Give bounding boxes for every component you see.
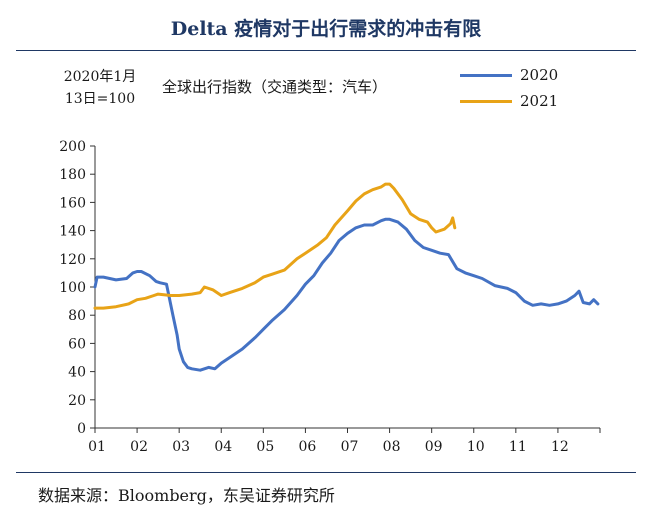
x-tick-label: 08 (383, 439, 401, 455)
y-tick-label: 40 (68, 365, 86, 381)
x-tick-label: 12 (551, 439, 569, 455)
legend-label-2020: 2020 (520, 66, 559, 84)
y-tick-label: 200 (59, 139, 86, 155)
y-tick-label: 160 (59, 195, 86, 211)
base-note-line-1: 2020年1月 (63, 69, 137, 85)
x-tick-label: 10 (467, 439, 485, 455)
chart-title: Delta 疫情对于出行需求的冲击有限 (170, 18, 482, 40)
y-tick-label: 180 (59, 167, 86, 183)
bottom-rule (16, 472, 636, 473)
x-tick-label: 04 (214, 439, 232, 455)
legend: 2020 2021 (460, 62, 558, 114)
top-rule (16, 50, 636, 51)
legend-swatch-2020 (460, 73, 512, 77)
series-line-2021 (93, 182, 457, 310)
y-tick-label: 120 (59, 252, 86, 268)
x-tick-label: 02 (130, 439, 148, 455)
x-tick-label: 11 (509, 439, 527, 455)
legend-item-2020: 2020 (460, 62, 558, 88)
legend-swatch-2021 (460, 99, 512, 103)
legend-item-2021: 2021 (460, 88, 558, 114)
x-tick-label: 01 (88, 439, 106, 455)
x-tick-label: 05 (256, 439, 274, 455)
y-tick-label: 20 (68, 393, 86, 409)
x-tick-label: 03 (172, 439, 190, 455)
y-tick-label: 80 (68, 308, 86, 324)
base-note: 2020年1月 13日=100 (40, 66, 160, 110)
x-tick-label: 09 (425, 439, 443, 455)
x-tick-label: 06 (299, 439, 317, 455)
base-note-line-2: 13日=100 (64, 91, 136, 107)
y-tick-label: 60 (68, 336, 86, 352)
x-tick-label: 07 (341, 439, 359, 455)
series-line-2020 (93, 217, 600, 372)
y-tick-label: 100 (59, 280, 86, 296)
source-note: 数据来源：Bloomberg，东吴证券研究所 (38, 486, 335, 505)
y-tick-label: 0 (77, 421, 86, 437)
chart-subtitle: 全球出行指数（交通类型：汽车） (162, 78, 388, 96)
legend-label-2021: 2021 (520, 92, 559, 110)
y-tick-label: 140 (59, 224, 86, 240)
